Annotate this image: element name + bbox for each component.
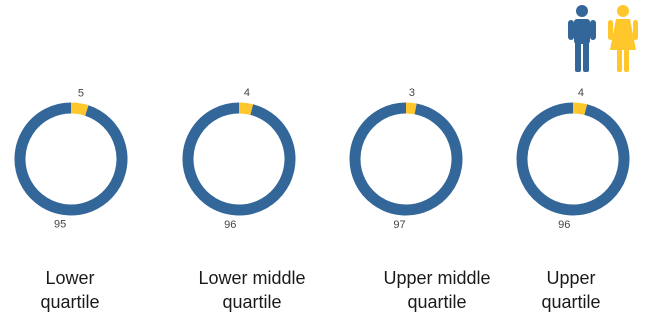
- quartile-label-line2: quartile: [222, 292, 282, 312]
- donut-slice-male: [14, 102, 128, 216]
- quartile-label-lower-middle: Lower middle quartile: [177, 266, 327, 314]
- quartile-label-line1: Lower middle: [198, 268, 306, 288]
- gender-legend: [566, 2, 646, 74]
- donut-slice-male: [182, 102, 296, 216]
- quartile-label-line1: Lower: [45, 268, 95, 288]
- female-person-icon: [608, 5, 638, 72]
- value-label-male: 96: [558, 219, 570, 231]
- value-label-female: 4: [244, 87, 250, 99]
- quartile-label-lower: Lower quartile: [0, 266, 145, 314]
- donut-slice-female: [405, 102, 417, 115]
- donut-slice-male: [516, 102, 630, 216]
- donut-slice-female: [70, 102, 89, 116]
- quartile-label-line2: quartile: [407, 292, 467, 312]
- value-label-male: 95: [54, 219, 66, 231]
- quartile-label-line1: Upper middle: [383, 268, 491, 288]
- donut-slice-male: [349, 102, 463, 216]
- value-label-male: 96: [224, 219, 236, 231]
- value-label-male: 97: [393, 219, 405, 231]
- male-person-icon: [568, 5, 596, 72]
- quartile-label-upper: Upper quartile: [496, 266, 646, 314]
- quartile-label-line1: Upper: [546, 268, 596, 288]
- value-label-female: 5: [78, 87, 84, 99]
- donut-slice-female: [238, 102, 254, 115]
- quartile-label-line2: quartile: [40, 292, 100, 312]
- donut-slice-female: [572, 102, 588, 115]
- value-label-female: 4: [578, 87, 584, 99]
- quartile-label-upper-middle: Upper middle quartile: [362, 266, 512, 314]
- value-label-female: 3: [409, 87, 415, 99]
- quartile-label-line2: quartile: [541, 292, 601, 312]
- legend-icons: [568, 5, 638, 72]
